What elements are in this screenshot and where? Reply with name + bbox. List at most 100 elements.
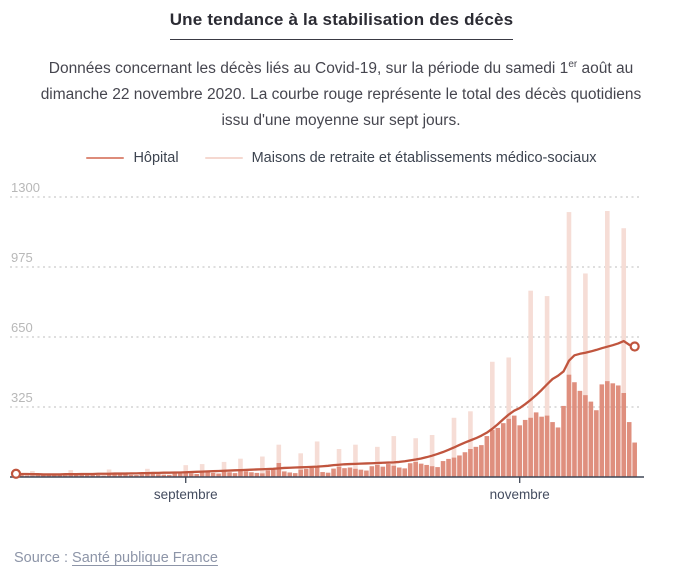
hospital-bar	[57, 475, 63, 477]
hospital-bar	[391, 465, 397, 477]
hospital-bar	[418, 463, 424, 477]
subtitle-text: Données concernant les décès liés au Cov…	[48, 60, 569, 77]
hospital-bar	[210, 472, 216, 477]
subtitle-text-end: août au dimanche 22 novembre 2020. La co…	[40, 60, 642, 129]
subtitle-superscript: er	[568, 58, 578, 70]
hospital-bar	[167, 474, 172, 477]
hospital-bar	[561, 405, 566, 477]
hospital-bar	[188, 473, 194, 477]
hospital-bar	[347, 467, 353, 477]
hospital-bar	[117, 473, 123, 477]
nursing-home-bar	[413, 438, 418, 477]
source-prefix: Source :	[14, 550, 73, 566]
hospital-bar	[484, 436, 490, 477]
nursing-home-bar	[490, 361, 495, 477]
hospital-bar	[500, 423, 506, 477]
line-endpoint-markers	[10, 341, 640, 479]
hospital-bar	[429, 466, 435, 477]
hospital-bar	[621, 393, 627, 477]
hospital-bar	[369, 466, 375, 477]
hospital-bar	[506, 418, 512, 477]
hospital-bar	[413, 461, 418, 477]
line-endpoint-circle	[10, 468, 22, 479]
x-tick-label: novembre	[490, 487, 550, 502]
hospital-bar	[35, 475, 41, 477]
hospital-bar	[249, 472, 254, 477]
hospital-bar	[566, 374, 572, 477]
hospital-bar	[407, 463, 413, 477]
hospital-bar	[533, 412, 539, 477]
nursing-home-bar	[566, 212, 572, 478]
hospital-bar	[451, 457, 457, 477]
hospital-bar	[342, 468, 347, 477]
hospital-bar	[309, 467, 314, 477]
hospital-bar	[583, 395, 588, 477]
source-line: Source : Santé publique France	[14, 550, 218, 566]
y-tick-label: 650	[11, 320, 33, 335]
hospital-bar	[84, 473, 90, 477]
hospital-bar	[495, 427, 501, 477]
hospital-bar	[243, 471, 249, 477]
hospital-bar	[544, 415, 550, 477]
nursing-home-bar	[238, 458, 243, 477]
hospital-bar	[435, 467, 440, 477]
nursing-home-bar	[544, 296, 550, 477]
hospital-bar	[353, 468, 358, 477]
legend-label-hopital: Hôpital	[133, 150, 179, 166]
hospital-bar	[156, 474, 161, 477]
chart-subtitle: Données concernant les décès liés au Cov…	[31, 56, 651, 134]
hospital-bar	[128, 474, 134, 477]
hospital-bar	[380, 466, 386, 477]
hospital-bar	[610, 383, 616, 477]
hospital-bars	[13, 374, 637, 477]
hospital-bar	[522, 419, 528, 477]
hospital-bar	[216, 473, 221, 477]
hospital-bar	[90, 474, 95, 477]
hospital-bar	[539, 416, 544, 477]
hospital-bar	[145, 473, 150, 477]
legend-label-maisons-retraite: Maisons de retraite et établissements mé…	[251, 150, 597, 166]
hospital-bar	[396, 467, 402, 477]
hospital-bar	[227, 472, 232, 477]
legend-item-maisons-retraite: Maisons de retraite et établissements mé…	[204, 150, 597, 166]
hospital-bar	[386, 464, 391, 477]
hospital-bar	[375, 464, 380, 477]
hospital-bar	[479, 445, 484, 477]
hospital-bar	[19, 475, 24, 477]
hospital-bar	[150, 473, 156, 477]
hospital-bar	[194, 473, 199, 477]
nursing-home-bar	[605, 211, 610, 477]
source-link[interactable]: Santé publique France	[72, 550, 218, 566]
hospital-bar	[599, 384, 605, 477]
nursing-home-line-swatch	[204, 156, 243, 160]
hospital-bar	[331, 468, 336, 477]
page-title: Une tendance à la stabilisation des décè…	[169, 10, 514, 40]
nursing-home-bar	[353, 444, 358, 477]
x-tick-label: septembre	[154, 487, 218, 502]
hospital-bar	[588, 401, 594, 477]
hospital-bar	[95, 475, 101, 477]
hospital-line-swatch	[86, 156, 125, 160]
hospital-bar	[254, 472, 260, 477]
chart-legend: Hôpital Maisons de retraite et établisse…	[0, 150, 683, 166]
hospital-bar	[52, 474, 57, 477]
hospital-bar	[177, 473, 183, 477]
hospital-bar	[68, 475, 74, 477]
hospital-bar	[577, 390, 583, 477]
hospital-bar	[446, 458, 451, 477]
x-axis: septembre novembre	[10, 476, 644, 502]
nursing-home-bar	[298, 453, 303, 477]
hospital-bar	[626, 422, 632, 477]
hospital-bar	[468, 449, 473, 477]
y-tick-label: 1300	[11, 180, 40, 195]
hospital-bar	[615, 385, 621, 477]
hospital-bar	[106, 474, 112, 477]
nursing-home-bar	[314, 441, 320, 477]
nursing-home-bar	[260, 456, 265, 477]
nursing-home-bar	[583, 273, 588, 477]
hospital-bar	[473, 446, 479, 477]
y-tick-label: 325	[11, 390, 33, 405]
covid-deaths-bar-chart: 325 650 975 1300 septembre novembre	[10, 180, 644, 502]
hospital-bar	[517, 425, 522, 477]
nursing-home-bar	[221, 461, 227, 477]
